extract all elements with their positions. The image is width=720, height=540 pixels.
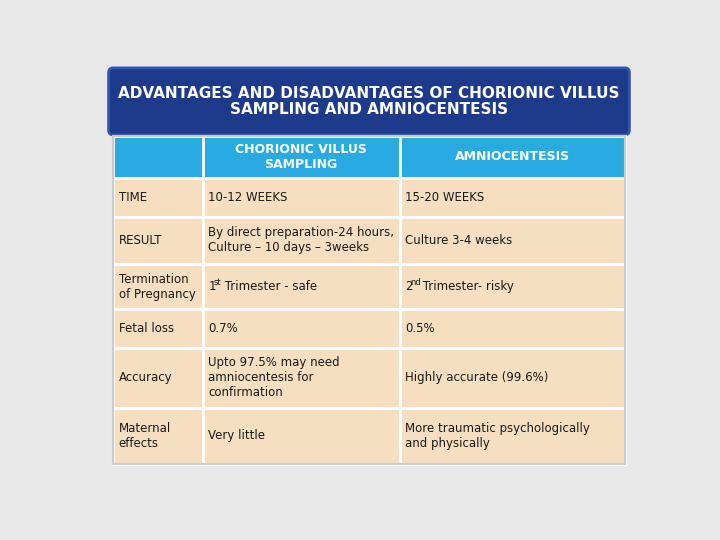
Text: More traumatic psychologically
and physically: More traumatic psychologically and physi… [405,422,590,450]
Bar [113,348,625,408]
Bar [113,136,625,178]
Text: RESULT: RESULT [119,234,162,247]
Text: 15-20 WEEKS: 15-20 WEEKS [405,191,485,204]
Bar [113,408,625,464]
Text: nd: nd [410,278,421,287]
Text: Trimester - safe: Trimester - safe [220,280,317,293]
Text: Accuracy: Accuracy [119,372,172,384]
Text: 0.7%: 0.7% [208,322,238,335]
Text: 2: 2 [405,280,413,293]
Text: Upto 97.5% may need
amniocentesis for
confirmation: Upto 97.5% may need amniocentesis for co… [208,356,340,400]
Bar [113,217,625,264]
FancyBboxPatch shape [109,68,629,135]
Text: Maternal
effects: Maternal effects [119,422,171,450]
Text: CHORIONIC VILLUS
SAMPLING: CHORIONIC VILLUS SAMPLING [235,143,367,171]
Bar [113,309,625,348]
Text: 1: 1 [208,280,216,293]
Text: TIME: TIME [119,191,147,204]
Text: Highly accurate (99.6%): Highly accurate (99.6%) [405,372,549,384]
Text: 0.5%: 0.5% [405,322,435,335]
Bar [113,136,625,464]
Text: Culture 3-4 weeks: Culture 3-4 weeks [405,234,513,247]
Bar [113,264,625,309]
Bar [113,178,625,217]
Text: SAMPLING AND AMNIOCENTESIS: SAMPLING AND AMNIOCENTESIS [230,102,508,117]
Text: Termination
of Pregnancy: Termination of Pregnancy [119,273,196,301]
Text: Trimester- risky: Trimester- risky [419,280,514,293]
Text: By direct preparation-24 hours,
Culture – 10 days – 3weeks: By direct preparation-24 hours, Culture … [208,226,394,254]
Text: ADVANTAGES AND DISADVANTAGES OF CHORIONIC VILLUS: ADVANTAGES AND DISADVANTAGES OF CHORIONI… [118,86,620,101]
Text: 10-12 WEEKS: 10-12 WEEKS [208,191,287,204]
Text: AMNIOCENTESIS: AMNIOCENTESIS [454,150,570,163]
Text: st: st [214,278,221,287]
Text: Fetal loss: Fetal loss [119,322,174,335]
Text: Very little: Very little [208,429,265,442]
